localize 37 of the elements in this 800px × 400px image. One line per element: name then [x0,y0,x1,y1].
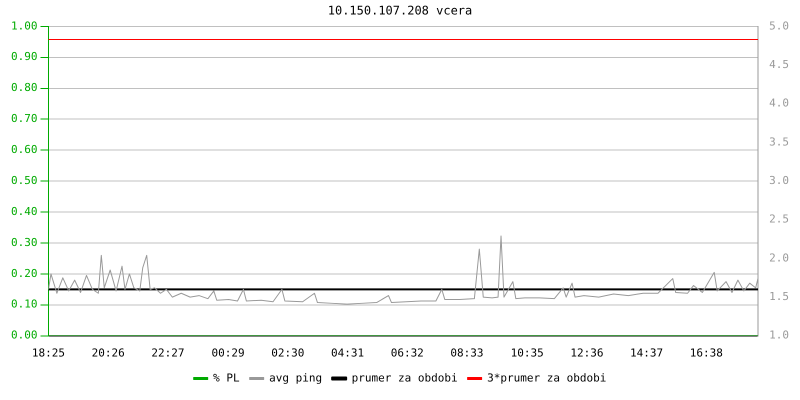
chart-title: 10.150.107.208 vcera [328,3,472,18]
y2-tick-label: 2.5 [769,212,790,226]
x-tick-label: 18:25 [32,346,66,360]
x-tick-label: 08:33 [450,346,484,360]
legend-label: 3*prumer za obdobi [487,371,606,384]
y2-tick-label: 1.0 [769,328,790,342]
y-tick-label: 0.90 [10,50,38,64]
y2-tick-label: 2.0 [769,251,790,264]
y-tick-label: 0.50 [10,174,38,187]
y-tick-label: 0.40 [10,204,38,218]
x-tick-label: 22:27 [151,346,184,360]
y-tick-label: 0.20 [10,266,38,280]
x-tick-label: 06:32 [390,346,424,360]
legend-label: prumer za obdobi [352,371,458,384]
x-tick-label: 12:36 [570,346,604,360]
y2-tick-label: 3.0 [769,174,790,187]
y2-tick-label: 5.0 [769,19,790,32]
x-tick-label: 16:38 [690,346,723,360]
legend-label: avg ping [269,371,322,384]
y-tick-label: 0.30 [10,236,38,249]
y2-tick-label: 1.5 [769,290,790,303]
y-tick-label: 0.10 [10,298,38,311]
y-tick-label: 1.00 [10,19,38,32]
y-tick-label: 0.60 [10,143,38,156]
y-tick-label: 0.70 [10,112,38,126]
legend-label: % PL [213,371,240,384]
x-tick-label: 20:26 [92,346,125,360]
x-tick-label: 00:29 [212,346,245,360]
y-tick-label: 0.80 [10,81,38,94]
x-tick-label: 04:31 [330,346,364,360]
y2-tick-label: 4.5 [769,58,790,71]
y2-tick-label: 4.0 [769,96,790,110]
x-tick-label: 02:30 [271,346,304,360]
x-tick-label: 10:35 [510,346,544,360]
y2-tick-label: 3.5 [769,135,790,148]
x-tick-label: 14:37 [630,346,664,360]
y-tick-label: 0.00 [10,328,38,342]
